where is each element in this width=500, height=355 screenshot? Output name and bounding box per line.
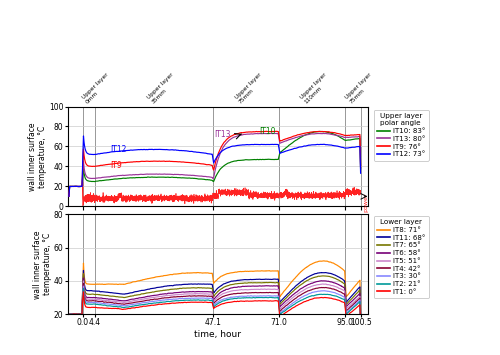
Text: Upper layer
0mm: Upper layer 0mm (81, 72, 114, 104)
Text: IT9: IT9 (110, 162, 122, 170)
Text: IT13: IT13 (214, 130, 230, 140)
Text: IT12: IT12 (110, 146, 126, 154)
Y-axis label: wall inner surface
temperature, °C: wall inner surface temperature, °C (28, 122, 48, 191)
Legend: IT8: 71°, IT11: 68°, IT7: 65°, IT6: 58°, IT5: 51°, IT4: 42°, IT3: 30°, IT2: 21°,: IT8: 71°, IT11: 68°, IT7: 65°, IT6: 58°,… (374, 216, 428, 298)
Text: IT10: IT10 (260, 127, 276, 136)
X-axis label: time, hour: time, hour (194, 330, 241, 339)
Text: Upper layer
110mm: Upper layer 110mm (299, 72, 331, 104)
Legend: IT10: 83°, IT13: 80°, IT9: 76°, IT12: 73°: IT10: 83°, IT13: 80°, IT9: 76°, IT12: 73… (374, 110, 428, 161)
Text: Upper layer
35mm: Upper layer 35mm (146, 72, 178, 104)
Text: Upper layer
75mm: Upper layer 75mm (234, 72, 266, 104)
Text: Upper layer
75mm: Upper layer 75mm (344, 72, 377, 104)
Text: power: power (364, 192, 368, 212)
Y-axis label: wall inner surface
temperature, °C: wall inner surface temperature, °C (33, 230, 52, 299)
